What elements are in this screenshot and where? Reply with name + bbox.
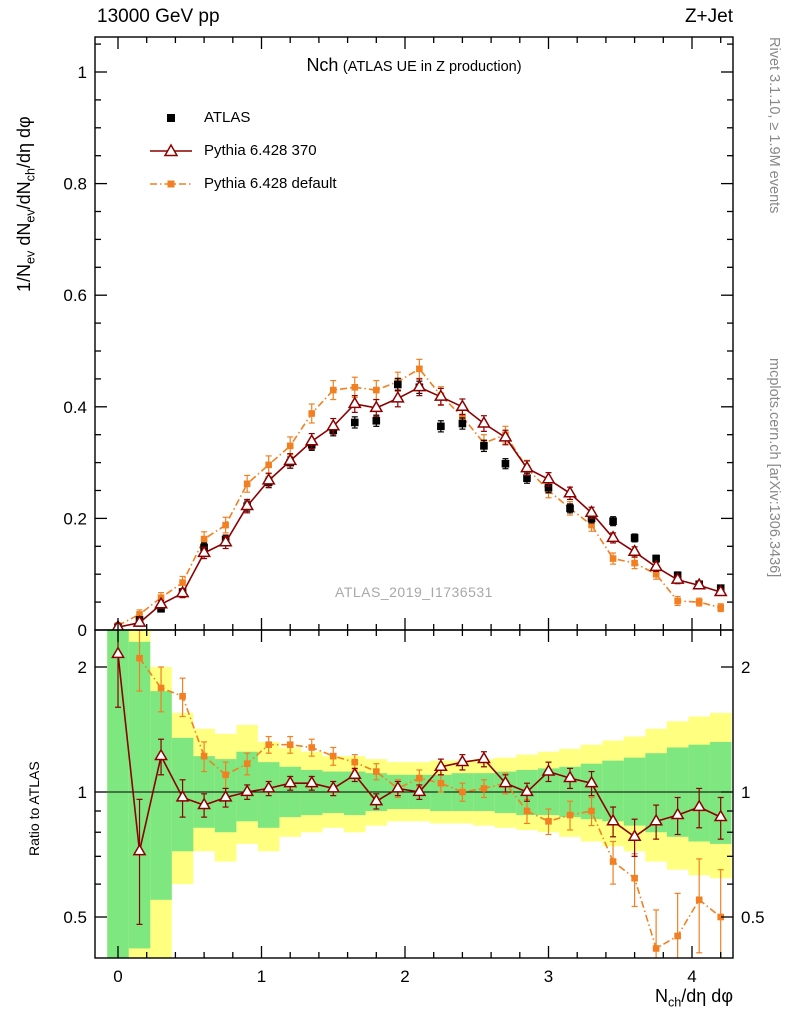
svg-text:0: 0 bbox=[113, 967, 122, 986]
svg-text:1: 1 bbox=[78, 783, 87, 802]
legend-item-atlas: ATLAS bbox=[148, 101, 337, 134]
axis-tick-labels: 0 0.2 0.4 0.6 0.8 1 0.5 0.5 1 1 2 2 0 1 2 3 4 bbox=[63, 63, 764, 986]
svg-text:0.5: 0.5 bbox=[63, 908, 87, 927]
x-axis-title: Nch/dη dφ bbox=[654, 986, 733, 1010]
main-panel-series bbox=[111, 358, 728, 630]
ratio-panel-frame bbox=[94, 629, 734, 959]
atlas-marker-icon bbox=[167, 113, 175, 122]
pythia-default-marker-icon bbox=[150, 180, 192, 187]
ratio-uncertainty-bands bbox=[107, 630, 732, 958]
plot-title-detail: (ATLAS UE in Z production) bbox=[342, 59, 522, 75]
legend-label: Pythia 6.428 default bbox=[204, 175, 337, 192]
svg-text:1: 1 bbox=[741, 783, 750, 802]
svg-text:4: 4 bbox=[687, 967, 696, 986]
pythia-370-marker-icon bbox=[150, 142, 192, 156]
legend-label: ATLAS bbox=[204, 109, 251, 126]
legend-item-pythia-370: Pythia 6.428 370 bbox=[148, 134, 337, 167]
svg-text:0.2: 0.2 bbox=[63, 509, 87, 528]
svg-text:0.4: 0.4 bbox=[63, 398, 87, 417]
legend-label: Pythia 6.428 370 bbox=[204, 142, 317, 159]
axis-ticks bbox=[95, 37, 733, 958]
ratio-panel-series bbox=[111, 630, 728, 958]
svg-text:0.5: 0.5 bbox=[741, 908, 765, 927]
svg-text:2: 2 bbox=[400, 967, 409, 986]
plot-title-observable: Nch bbox=[306, 55, 339, 75]
svg-text:0.6: 0.6 bbox=[63, 286, 87, 305]
svg-text:0: 0 bbox=[78, 621, 87, 640]
svg-text:2: 2 bbox=[741, 658, 750, 677]
beam-energy-label: 13000 GeV pp bbox=[97, 6, 220, 27]
legend: ATLAS Pythia 6.428 370 Pythia 6.428 defa… bbox=[148, 101, 337, 200]
svg-text:3: 3 bbox=[544, 967, 553, 986]
analysis-id-watermark: ATLAS_2019_I1736531 bbox=[335, 584, 493, 600]
svg-text:1: 1 bbox=[78, 63, 87, 82]
legend-item-pythia-default: Pythia 6.428 default bbox=[148, 167, 337, 200]
process-label: Z+Jet bbox=[684, 6, 733, 27]
svg-text:2: 2 bbox=[78, 658, 87, 677]
plot-title: Nch (ATLAS UE in Z production) bbox=[95, 55, 733, 76]
svg-text:0.8: 0.8 bbox=[63, 175, 87, 194]
svg-text:1: 1 bbox=[257, 967, 266, 986]
